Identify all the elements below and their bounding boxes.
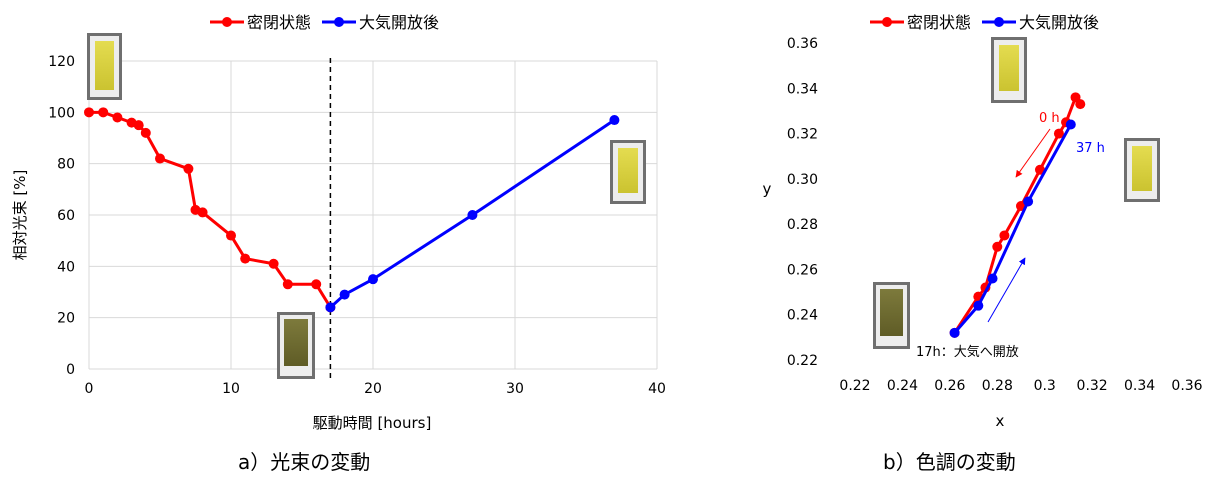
sample-photo-initial — [87, 33, 122, 100]
chart-a-xtick-label: 0 — [85, 381, 94, 397]
chart-a-point — [197, 207, 208, 218]
chart-a-point — [240, 253, 251, 264]
chart-a-point — [226, 230, 236, 241]
chart-b-xtick-label: 0.24 — [887, 378, 918, 394]
chart-b-legend: 密閉状態 大気開放後 — [870, 13, 1099, 32]
chart-b-ytick-label: 0.24 — [787, 308, 818, 324]
chart-a-ylabel: 相対光束 [%] — [11, 170, 29, 261]
annotation-37h: 37 h — [1076, 141, 1105, 156]
caption-chromaticity: b）色調の変動 — [883, 450, 1016, 474]
chart-b-ylabel: y — [763, 180, 772, 198]
chart-b-xtick-label: 0.36 — [1171, 378, 1202, 394]
sealed-direction-arrow — [1015, 128, 1051, 178]
caption-luminous-flux: a）光束の変動 — [238, 450, 371, 474]
chart-b-point — [987, 273, 998, 284]
chart-a-grid — [88, 60, 658, 370]
chart-a-point — [140, 127, 151, 138]
chart-a-series-line-0 — [89, 110, 332, 309]
chart-b-point — [1070, 92, 1081, 103]
chart-a-ytick-label: 100 — [48, 105, 75, 121]
chart-a-point — [155, 153, 165, 164]
chart-b-xtick-label: 0.34 — [1124, 378, 1155, 394]
chart-b-xlabel: x — [996, 412, 1005, 430]
chart-a-point — [84, 107, 94, 118]
chromaticity-chart: 0.22 0.24 0.26 0.28 0.30 0.32 0.34 0.36 0.22 0.24… — [763, 13, 1203, 430]
chart-b-xtick-label: 0.3 — [1034, 378, 1056, 394]
chart-b-point — [1034, 164, 1045, 175]
annotation-open-17h: 17h：大気へ開放 — [916, 344, 1019, 360]
chart-b-ytick-label: 0.34 — [787, 81, 818, 97]
chart-a-legend: 密閉状態 大気開放後 — [210, 13, 439, 32]
chart-b-point — [999, 230, 1010, 241]
chart-b-xtick-label: 0.28 — [982, 378, 1013, 394]
chart-b-series — [949, 92, 1086, 338]
chart-a-series — [84, 107, 620, 313]
sample-photo-recovered — [610, 140, 646, 204]
chart-b-ytick-label: 0.28 — [787, 217, 818, 233]
chart-a-point — [98, 107, 109, 118]
chart-b-point — [949, 327, 960, 338]
chart-a-xlabel: 駆動時間 [hours] — [313, 414, 432, 432]
chart-b-point — [1053, 128, 1064, 139]
chart-a-point — [112, 112, 123, 123]
chart-a-xtick-label: 20 — [364, 381, 382, 397]
chart-a-point — [339, 289, 350, 300]
chart-b-ytick-label: 0.36 — [787, 36, 818, 52]
chart-b-ticks: 0.22 0.24 0.26 0.28 0.30 0.32 0.34 0.36 0.22 0.24… — [787, 36, 1203, 394]
legend-sealed-label: 密閉状態 — [247, 13, 311, 32]
chart-a-ytick-label: 0 — [66, 362, 75, 378]
sample-photo-b-recovered — [1124, 138, 1160, 202]
chart-a-xtick-label: 10 — [222, 381, 240, 397]
chart-a-ytick-label: 60 — [57, 208, 75, 224]
chart-a-ytick-label: 20 — [57, 311, 75, 327]
chart-a-ytick-label: 80 — [57, 157, 75, 173]
chart-a-ytick-label: 40 — [57, 259, 75, 275]
sample-photo-b-degraded — [873, 282, 910, 349]
chart-b-point — [992, 241, 1003, 252]
chart-a-point — [268, 258, 279, 269]
chart-a-point — [609, 115, 620, 126]
chart-a-point — [183, 163, 194, 174]
chart-b-series-line-1 — [953, 123, 1073, 334]
chart-a-point — [133, 120, 144, 131]
chart-a-ytick-label: 120 — [48, 54, 75, 70]
legend-b-sealed-label: 密閉状態 — [907, 13, 971, 32]
sample-photo-degraded — [277, 312, 315, 379]
chart-b-ytick-label: 0.22 — [787, 353, 818, 369]
chart-a-point — [282, 279, 293, 290]
legend-b-open-label: 大気開放後 — [1019, 13, 1099, 32]
chart-b-point — [1023, 196, 1034, 207]
open-direction-arrow — [987, 257, 1026, 323]
annotation-0h: 0 h — [1039, 111, 1060, 126]
chart-a-xtick-label: 40 — [648, 381, 666, 397]
chart-a-xtick-label: 30 — [506, 381, 524, 397]
sample-photo-b-initial — [991, 37, 1027, 103]
chart-a-point — [325, 302, 336, 313]
chart-b-point — [1065, 119, 1076, 130]
chart-b-xtick-label: 0.32 — [1077, 378, 1108, 394]
chart-b-xtick-label: 0.26 — [934, 378, 965, 394]
luminous-flux-chart: 0 20 40 60 80 100 120 0 10 20 30 40 駆動時間 [hours] 相対… — [11, 13, 666, 432]
chart-b-ytick-label: 0.26 — [787, 262, 818, 278]
chart-b-point — [973, 300, 984, 311]
figure: 0 20 40 60 80 100 120 0 10 20 30 40 駆動時間 [hours] 相対… — [11, 13, 1203, 432]
chart-a-ticks: 0 20 40 60 80 100 120 0 10 20 30 40 — [48, 54, 666, 397]
chart-b-ytick-label: 0.30 — [787, 172, 818, 188]
chart-a-point — [368, 274, 378, 285]
chart-b-ytick-label: 0.32 — [787, 127, 818, 143]
chart-b-xtick-label: 0.22 — [839, 378, 870, 394]
legend-open-label: 大気開放後 — [359, 13, 439, 32]
chart-a-point — [311, 279, 322, 290]
chart-a-point — [467, 210, 478, 220]
